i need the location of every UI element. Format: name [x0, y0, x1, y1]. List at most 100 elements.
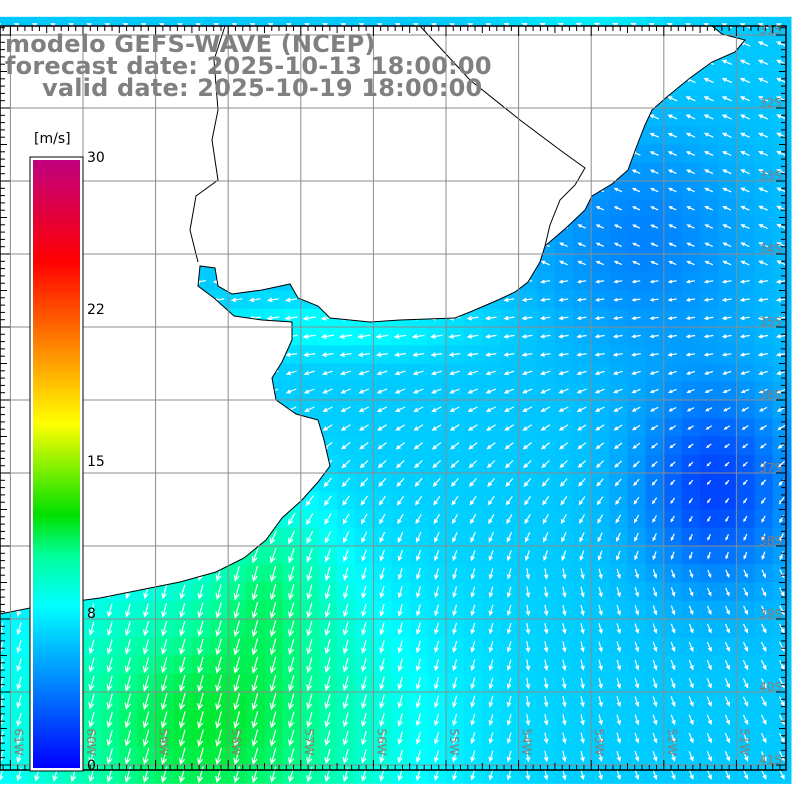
- wind-arrow: [324, 584, 331, 600]
- wind-arrow: [669, 461, 676, 467]
- wind-arrow: [688, 732, 694, 744]
- wind-arrow: [779, 623, 785, 634]
- wind-arrow: [321, 370, 334, 376]
- wind-arrow: [376, 406, 388, 413]
- wind-arrow: [485, 388, 497, 394]
- wind-arrow: [742, 696, 749, 707]
- wind-arrow: [269, 565, 277, 583]
- wind-arrow: [721, 279, 732, 284]
- wind-arrow: [470, 695, 476, 708]
- wind-arrow: [559, 460, 568, 469]
- wind-arrow: [757, 334, 769, 339]
- wind-arrow: [760, 769, 767, 780]
- wind-arrow: [580, 586, 585, 598]
- wind-arrow: [143, 603, 149, 618]
- colorbar-tick: 30: [87, 150, 105, 166]
- wind-arrow: [760, 696, 767, 707]
- lat-label: 34S: [759, 242, 782, 256]
- wind-arrow: [266, 315, 280, 321]
- wind-speed-cell: [0, 746, 11, 766]
- wind-arrow: [595, 206, 605, 211]
- wind-arrow: [88, 621, 95, 636]
- wind-arrow: [685, 96, 696, 102]
- wind-arrow: [580, 659, 585, 671]
- wind-arrow: [576, 352, 587, 357]
- wind-arrow: [667, 96, 678, 102]
- wind-arrow: [707, 534, 711, 541]
- wind-arrow: [760, 461, 767, 468]
- wind-arrow: [650, 206, 659, 211]
- wind-arrow: [742, 751, 749, 762]
- wind-arrow: [685, 352, 696, 357]
- wind-arrow: [340, 388, 352, 394]
- wind-arrow: [396, 477, 405, 488]
- wind-arrow: [668, 224, 677, 229]
- wind-arrow: [688, 696, 694, 707]
- wind-arrow: [688, 678, 694, 689]
- wind-arrow: [488, 568, 494, 580]
- wind-arrow: [540, 442, 551, 450]
- wind-arrow: [285, 352, 298, 357]
- wind-arrow: [742, 443, 749, 449]
- wind-arrow: [670, 659, 676, 671]
- wind-arrow: [725, 587, 730, 597]
- wind-arrow: [375, 333, 389, 339]
- wind-arrow: [468, 442, 478, 450]
- wind-arrow: [761, 623, 767, 634]
- lat-label: 40S: [759, 680, 782, 694]
- wind-arrow: [649, 151, 659, 156]
- wind-arrow: [649, 352, 659, 357]
- wind-arrow: [415, 586, 421, 599]
- wind-arrow: [504, 406, 515, 412]
- wind-arrow: [322, 424, 333, 431]
- wind-arrow: [433, 513, 441, 525]
- wind-arrow: [543, 768, 549, 781]
- wind-arrow: [668, 406, 677, 412]
- wind-arrow: [667, 297, 677, 302]
- wind-arrow: [760, 714, 767, 726]
- wind-arrow: [397, 549, 404, 562]
- wind-arrow: [740, 205, 750, 211]
- wind-arrow: [396, 495, 405, 506]
- wind-arrow: [543, 550, 549, 562]
- wind-arrow: [743, 515, 748, 523]
- wind-arrow: [779, 551, 784, 561]
- wind-arrow: [485, 406, 497, 412]
- wind-arrow: [724, 769, 731, 780]
- wind-arrow: [395, 424, 406, 431]
- wind-arrow: [361, 621, 367, 636]
- wind-arrow: [142, 748, 150, 765]
- wind-arrow: [757, 352, 769, 357]
- wind-arrow: [578, 496, 586, 506]
- wind-arrow: [686, 388, 695, 394]
- wind-arrow: [467, 388, 479, 394]
- wind-speed-cell: [0, 655, 11, 675]
- wind-arrow: [776, 406, 786, 412]
- wind-arrow: [703, 96, 714, 102]
- wind-arrow: [343, 567, 349, 581]
- wind-arrow: [306, 602, 313, 619]
- wind-arrow: [397, 713, 403, 727]
- wind-arrow: [430, 352, 443, 357]
- wind-arrow: [106, 639, 113, 655]
- wind-arrow: [503, 334, 515, 339]
- wind-arrow: [760, 732, 767, 744]
- wind-speed-cell: [0, 728, 11, 748]
- lon-label: 61W: [11, 728, 25, 755]
- wind-arrow: [706, 714, 712, 726]
- map-frame: [0, 25, 787, 771]
- wind-arrow: [359, 477, 369, 488]
- wind-arrow: [488, 677, 494, 690]
- wind-arrow: [758, 388, 768, 394]
- wind-arrow: [739, 114, 751, 120]
- wind-arrow: [342, 495, 350, 506]
- wind-arrow: [450, 460, 460, 469]
- wind-arrow: [306, 730, 313, 747]
- wind-arrow: [577, 242, 586, 248]
- wind-arrow: [723, 425, 731, 430]
- wind-arrow: [178, 711, 186, 729]
- wind-arrow: [468, 460, 478, 469]
- wind-arrow: [632, 261, 641, 266]
- wind-arrow: [504, 424, 515, 431]
